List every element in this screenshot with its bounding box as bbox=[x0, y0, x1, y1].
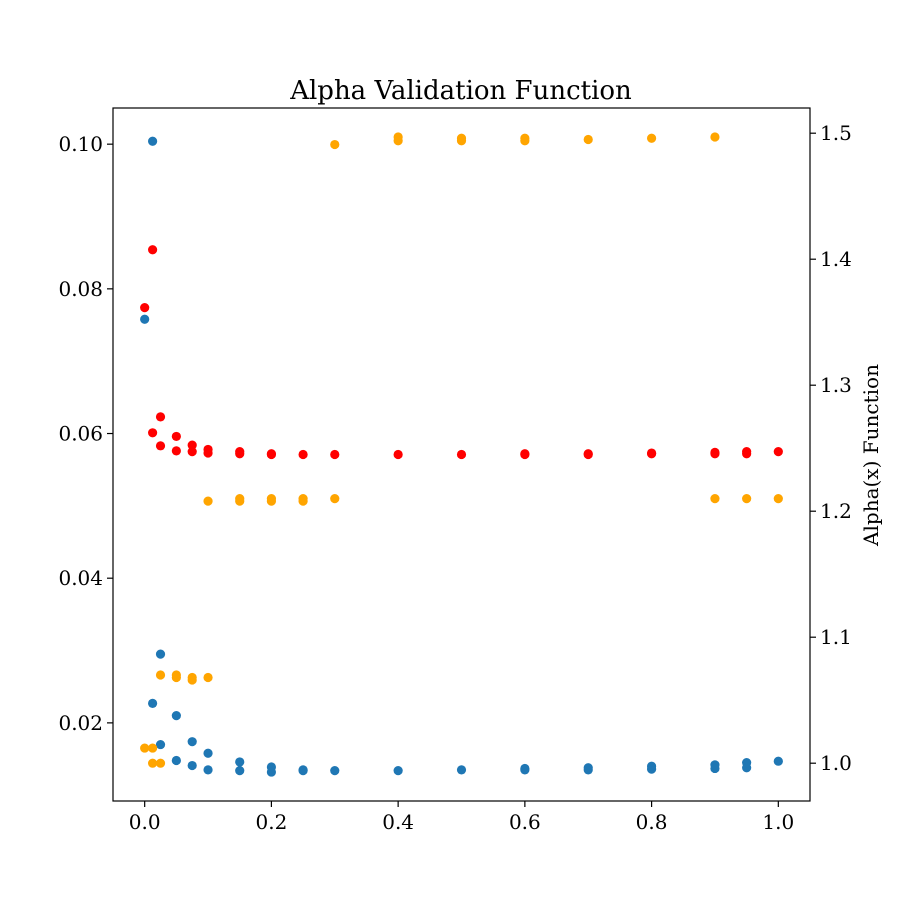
axes-layer: 0.0 0.2 0.4 0.6 0.8 1.0 0.02 0.04 0.06 0.08 0.10 1.… bbox=[58, 107, 852, 834]
series-3-point-26 bbox=[583, 134, 593, 145]
series-2-point-25 bbox=[646, 448, 657, 458]
series-3-point-3 bbox=[148, 758, 158, 768]
y-left-tick-label: 0.04 bbox=[58, 566, 103, 590]
series-2-point-4 bbox=[155, 412, 166, 422]
series-2-point-11 bbox=[203, 448, 213, 458]
series-2-point-29 bbox=[742, 447, 752, 457]
series-1-point-8 bbox=[187, 737, 197, 747]
series-2-point-21 bbox=[520, 449, 530, 459]
series-1-point-9 bbox=[187, 760, 197, 771]
series-1-point-22 bbox=[520, 763, 530, 774]
series-3-point-29 bbox=[710, 494, 720, 504]
x-tick-label: 0.8 bbox=[636, 810, 668, 834]
series-2-point-15 bbox=[266, 449, 277, 460]
series-1-point-2 bbox=[148, 136, 158, 146]
series-1-point-18 bbox=[330, 766, 340, 776]
series-3-point-27 bbox=[646, 133, 657, 143]
series-3-point-28 bbox=[710, 132, 720, 142]
y-right-tick-label: 1.2 bbox=[820, 499, 852, 523]
series-1-point-31 bbox=[773, 756, 783, 766]
series-2-point-5 bbox=[155, 441, 166, 451]
series-3-point-21 bbox=[393, 132, 403, 142]
series-3-point-30 bbox=[742, 494, 752, 504]
series-3-point-17 bbox=[298, 494, 308, 504]
series-3-point-10 bbox=[203, 672, 213, 683]
right-y-axis-label: Alpha(x) Function bbox=[859, 364, 883, 547]
series-2-point-13 bbox=[235, 449, 245, 459]
series-3-point-7 bbox=[171, 672, 181, 683]
plot-frame bbox=[112, 107, 811, 802]
series-1-point-10 bbox=[203, 748, 213, 758]
y-right-tick-label: 1.0 bbox=[820, 751, 852, 775]
series-1-point-12 bbox=[235, 757, 245, 767]
series-1-point-7 bbox=[171, 755, 181, 766]
series-1-point-6 bbox=[171, 711, 181, 721]
series-3-point-2 bbox=[148, 743, 158, 753]
series-3-point-23 bbox=[456, 133, 467, 143]
y-left-tick-label: 0.10 bbox=[58, 132, 103, 156]
series-1-point-19 bbox=[393, 766, 403, 776]
x-tick-label: 0.4 bbox=[382, 810, 414, 834]
y-right-tick-label: 1.3 bbox=[820, 373, 852, 397]
series-1-point-3 bbox=[148, 698, 158, 708]
series-1-point-20 bbox=[456, 765, 467, 775]
series-1-point-11 bbox=[203, 765, 213, 775]
series-2-point-2 bbox=[148, 245, 158, 255]
series-1-point-24 bbox=[583, 763, 593, 773]
series-1-point-26 bbox=[646, 761, 657, 771]
x-tick-label: 0.2 bbox=[256, 810, 288, 834]
series-2-point-27 bbox=[710, 447, 720, 457]
series-3-point-4 bbox=[155, 758, 166, 768]
points-layer bbox=[140, 132, 783, 777]
x-tick-label: 0.0 bbox=[129, 810, 161, 834]
series-2-point-16 bbox=[298, 449, 308, 460]
series-2-point-3 bbox=[148, 428, 158, 438]
series-3-point-1 bbox=[140, 743, 150, 753]
series-3-point-5 bbox=[155, 670, 166, 680]
series-3-point-19 bbox=[330, 139, 340, 150]
series-1-point-15 bbox=[266, 767, 277, 777]
y-left-tick-label: 0.06 bbox=[58, 422, 103, 446]
x-tick-label: 0.6 bbox=[509, 810, 541, 834]
series-3-point-31 bbox=[773, 494, 783, 504]
chart-title: Alpha Validation Function bbox=[289, 76, 632, 106]
series-3-point-15 bbox=[266, 494, 277, 504]
series-2-point-8 bbox=[187, 440, 197, 450]
series-3-point-9 bbox=[187, 675, 197, 685]
series-3-point-11 bbox=[203, 496, 213, 506]
y-right-tick-label: 1.4 bbox=[820, 247, 852, 271]
series-3-point-18 bbox=[330, 494, 340, 504]
series-2-point-30 bbox=[773, 447, 783, 457]
series-1-point-5 bbox=[155, 739, 166, 750]
series-2-point-1 bbox=[140, 303, 150, 313]
series-2-point-19 bbox=[456, 449, 467, 460]
series-1-point-30 bbox=[742, 758, 752, 768]
series-2-point-6 bbox=[171, 431, 181, 442]
series-1-point-13 bbox=[235, 766, 245, 776]
series-2-point-9 bbox=[187, 447, 197, 457]
x-tick-label: 1.0 bbox=[762, 810, 794, 834]
series-2-point-17 bbox=[330, 449, 340, 460]
y-right-tick-label: 1.5 bbox=[820, 121, 852, 145]
series-1-point-1 bbox=[140, 314, 150, 324]
y-left-tick-label: 0.02 bbox=[58, 711, 103, 735]
series-2-point-7 bbox=[171, 446, 181, 456]
series-2-point-18 bbox=[393, 449, 403, 460]
series-2-point-23 bbox=[583, 449, 593, 459]
y-right-tick-label: 1.1 bbox=[820, 625, 852, 649]
series-1-point-4 bbox=[155, 649, 166, 659]
series-3-point-25 bbox=[520, 133, 530, 143]
series-1-point-17 bbox=[298, 766, 308, 776]
series-3-point-13 bbox=[235, 494, 245, 504]
y-left-tick-label: 0.08 bbox=[58, 277, 103, 301]
series-1-point-28 bbox=[710, 760, 720, 770]
